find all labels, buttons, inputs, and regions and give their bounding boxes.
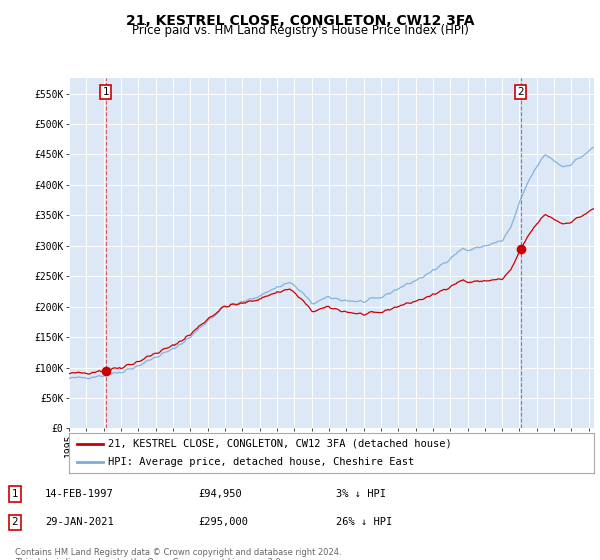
Text: 21, KESTREL CLOSE, CONGLETON, CW12 3FA: 21, KESTREL CLOSE, CONGLETON, CW12 3FA [126, 14, 474, 28]
Text: Price paid vs. HM Land Registry's House Price Index (HPI): Price paid vs. HM Land Registry's House … [131, 24, 469, 37]
Text: £94,950: £94,950 [198, 489, 242, 499]
Text: Contains HM Land Registry data © Crown copyright and database right 2024.
This d: Contains HM Land Registry data © Crown c… [15, 548, 341, 560]
Text: 3% ↓ HPI: 3% ↓ HPI [336, 489, 386, 499]
Text: 2: 2 [11, 517, 19, 528]
Text: 26% ↓ HPI: 26% ↓ HPI [336, 517, 392, 528]
Text: 14-FEB-1997: 14-FEB-1997 [45, 489, 114, 499]
Text: 1: 1 [11, 489, 19, 499]
Text: 29-JAN-2021: 29-JAN-2021 [45, 517, 114, 528]
Text: 21, KESTREL CLOSE, CONGLETON, CW12 3FA (detached house): 21, KESTREL CLOSE, CONGLETON, CW12 3FA (… [109, 439, 452, 449]
Text: £295,000: £295,000 [198, 517, 248, 528]
Text: 2: 2 [518, 87, 524, 97]
Text: HPI: Average price, detached house, Cheshire East: HPI: Average price, detached house, Ches… [109, 458, 415, 467]
Text: 1: 1 [103, 87, 109, 97]
